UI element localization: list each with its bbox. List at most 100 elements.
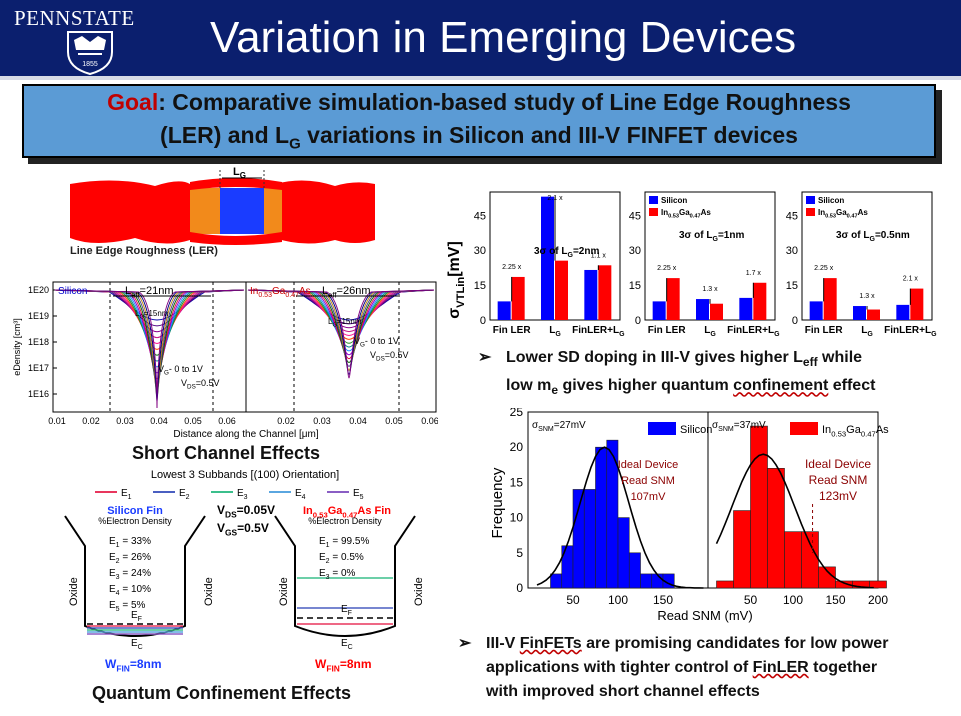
snm-ideal-iii-v-2: Read SNM bbox=[809, 473, 868, 487]
conduction-band-label: EC bbox=[131, 638, 143, 651]
snm-x-tick: 100 bbox=[783, 593, 803, 607]
snm-x-label: Read SNM (mV) bbox=[657, 608, 752, 623]
edensity-curve bbox=[247, 289, 435, 340]
pennstate-shield-icon: 1855 bbox=[67, 31, 113, 76]
header-divider bbox=[0, 76, 961, 80]
snm-ideal-silicon-2: Read SNM bbox=[621, 475, 675, 487]
sigma-vt-y-tick: 0 bbox=[635, 315, 641, 327]
sigma-vt-bar-iii-v bbox=[823, 278, 837, 320]
subbands-title: Lowest 3 Subbands [(100) Orientation] bbox=[151, 469, 339, 481]
edensity-curve bbox=[247, 289, 435, 325]
edensity-leff-iii-v: Leff=26nm bbox=[322, 285, 371, 299]
edensity-curve bbox=[54, 289, 245, 362]
legend-label-iii-v: In0.53Ga0.47As bbox=[818, 208, 868, 219]
edensity-curve bbox=[54, 289, 245, 344]
snm-histogram-bar bbox=[606, 439, 619, 589]
edensity-curve bbox=[247, 289, 435, 367]
snm-histogram-bar bbox=[572, 489, 585, 589]
sigma-vt-ratio-label: 2.25 x bbox=[814, 265, 834, 272]
oxide-label: Oxide bbox=[203, 577, 215, 606]
snm-histogram-bar bbox=[733, 510, 751, 589]
snm-histogram-bar bbox=[767, 468, 785, 589]
snm-histogram-bar bbox=[617, 517, 630, 589]
sigma-vt-y-tick: 45 bbox=[629, 210, 641, 222]
edensity-x-tick: 0.06 bbox=[421, 416, 438, 426]
sigma-vt-y-tick: 15 bbox=[629, 280, 641, 292]
edensity-vds-iii-v: VDS=0.5V bbox=[370, 350, 409, 363]
sigma-vt-category-label: LG bbox=[549, 325, 561, 338]
legend-swatch-silicon bbox=[806, 196, 815, 204]
edensity-x-tick: 0.03 bbox=[313, 416, 331, 426]
sigma-vt-category-label: FinLER+LG bbox=[572, 325, 625, 338]
subband-legend-label: E2 bbox=[179, 488, 190, 501]
edensity-curve bbox=[247, 289, 435, 360]
sigma-vt-category-label: LG bbox=[861, 325, 873, 338]
sigma-vt-annotation: 3σ of LG=1nm bbox=[679, 230, 744, 243]
snm-x-tick: 50 bbox=[566, 593, 580, 607]
goal-text-1: : Comparative simulation-based study of … bbox=[158, 89, 851, 115]
logo-year: 1855 bbox=[82, 61, 98, 68]
goal-box: Goal: Comparative simulation-based study… bbox=[22, 84, 936, 158]
snm-legend-iii-v: In0.53Ga0.47As bbox=[822, 424, 889, 438]
edensity-lg-iii-v: LG=15nm bbox=[328, 317, 362, 328]
edensity-curve bbox=[54, 289, 245, 368]
snm-gaussian-fit bbox=[715, 453, 874, 589]
sigma-vt-ratio-label: 2.1 x bbox=[903, 276, 919, 283]
bias-vds: VDS=0.05V bbox=[217, 503, 275, 520]
edensity-curve bbox=[54, 289, 245, 374]
snm-ideal-iii-v-3: 123mV bbox=[819, 489, 857, 503]
snm-histogram-bar bbox=[561, 545, 574, 589]
electron-density-subtitle: %Electron Density bbox=[308, 516, 382, 526]
edensity-curve bbox=[247, 289, 435, 344]
electron-density-row: E2 = 26% bbox=[109, 552, 151, 565]
bullet-2: ➢ III-V FinFETs are promising candidates… bbox=[458, 632, 953, 704]
snm-histogram-bar bbox=[651, 573, 664, 589]
sigma-vt-y-tick: 30 bbox=[786, 245, 798, 257]
bullet-1-line-1: Lower SD doping in III-V gives higher Le… bbox=[506, 349, 863, 370]
sigma-vt-bar-silicon bbox=[652, 301, 666, 320]
bias-vgs: VGS=0.5V bbox=[217, 521, 269, 538]
legend-label-iii-v: In0.53Ga0.47As bbox=[661, 208, 711, 219]
snm-sigma-silicon: σSNM=27mV bbox=[532, 420, 586, 433]
edensity-curve bbox=[247, 289, 435, 371]
electron-density-row: E2 = 0.5% bbox=[319, 552, 364, 565]
subband-legend-label: E4 bbox=[295, 488, 306, 501]
snm-ideal-iii-v-1: Ideal Device bbox=[805, 457, 871, 471]
oxide-label: Oxide bbox=[68, 577, 80, 606]
snm-histogram-bar bbox=[640, 573, 653, 589]
edensity-curve bbox=[54, 289, 245, 356]
silicon-fin-title: Silicon Fin bbox=[107, 505, 163, 517]
sigma-vt-bar-silicon bbox=[497, 301, 511, 320]
goal-text-2: (LER) and L bbox=[160, 122, 290, 148]
edensity-panel-label-iii-v: In0.53Ga0.47As bbox=[250, 286, 311, 299]
snm-histogram-bar bbox=[784, 531, 802, 589]
edensity-curve bbox=[247, 289, 435, 336]
electron-density-row: E3 = 24% bbox=[109, 568, 151, 581]
snm-x-tick: 150 bbox=[825, 593, 845, 607]
electron-density-row: E5 = 5% bbox=[109, 600, 146, 613]
sigma-vt-ratio-label: 1.3 x bbox=[859, 293, 875, 300]
edensity-y-tick: 1E18 bbox=[28, 337, 49, 347]
sigma-vt-bar-silicon bbox=[739, 297, 753, 320]
edensity-curve bbox=[54, 289, 245, 409]
sigma-vt-bar-silicon bbox=[809, 301, 823, 320]
fermi-level-label: EF bbox=[131, 610, 142, 623]
legend-label-silicon: Silicon bbox=[818, 196, 844, 205]
sigma-vt-bar-iii-v bbox=[666, 278, 680, 320]
edensity-curve bbox=[247, 289, 435, 356]
sigma-vt-annotation: 3σ of LG=0.5nm bbox=[836, 230, 910, 243]
legend-swatch-iii-v bbox=[649, 208, 658, 216]
legend-swatch-silicon bbox=[649, 196, 658, 204]
snm-y-tick: 5 bbox=[516, 546, 523, 560]
sigma-vt-y-tick: 45 bbox=[474, 210, 486, 222]
edensity-curve bbox=[54, 289, 245, 380]
edensity-x-tick: 0.05 bbox=[385, 416, 403, 426]
fermi-level-label: EF bbox=[341, 604, 352, 617]
edensity-curve bbox=[247, 289, 435, 375]
sigma-vt-bar-silicon bbox=[696, 299, 709, 320]
sigma-vt-bar-iii-v bbox=[555, 260, 568, 320]
header-bar bbox=[0, 0, 961, 80]
snm-histogram-bar bbox=[869, 580, 887, 589]
subband-legend-label: E5 bbox=[353, 488, 364, 501]
goal-label: Goal bbox=[107, 89, 159, 115]
